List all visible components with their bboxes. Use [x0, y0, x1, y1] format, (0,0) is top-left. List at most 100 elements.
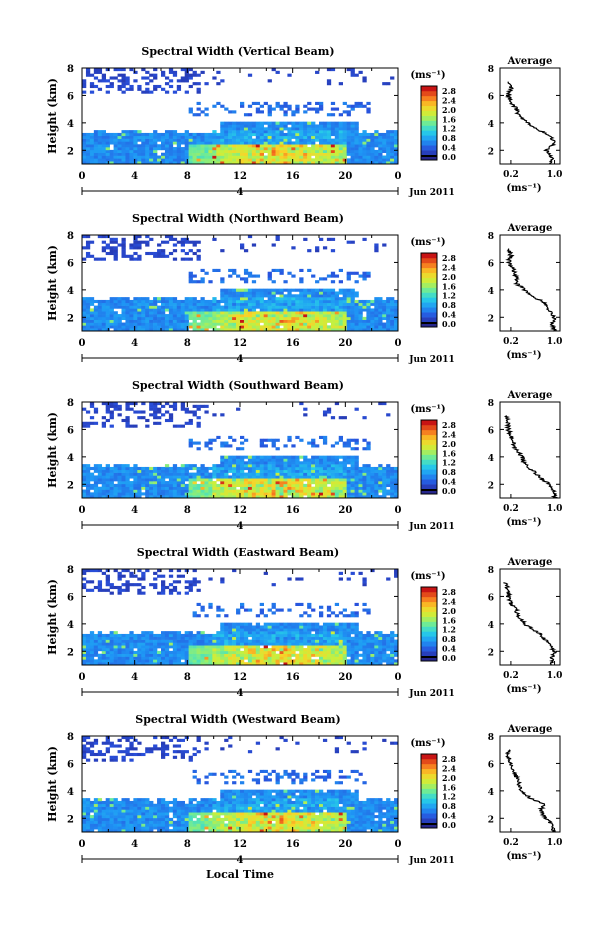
heatmap-cell — [180, 147, 185, 151]
heatmap-cell — [172, 475, 178, 479]
heatmap-cell — [346, 141, 351, 145]
heatmap-cell — [251, 144, 257, 148]
heatmap-cell — [180, 469, 185, 473]
heatmap-cell — [141, 478, 146, 482]
heatmap-cell — [350, 297, 355, 301]
heatmap-cell — [390, 158, 395, 162]
heatmap-cell — [378, 311, 383, 315]
heatmap-cell — [338, 158, 343, 162]
heatmap-cell — [362, 132, 367, 137]
heatmap-cell — [216, 138, 221, 142]
heatmap-cell — [350, 127, 355, 131]
heatmap-cell — [145, 325, 150, 329]
heatmap-cell — [330, 625, 336, 629]
heatmap-cell — [141, 325, 146, 329]
heatmap-cell — [85, 144, 91, 148]
heatmap-cell — [196, 636, 201, 640]
heatmap-cell — [113, 328, 118, 332]
heatmap-cell — [85, 424, 91, 428]
heatmap-cell — [212, 639, 217, 643]
heatmap-cell — [176, 574, 182, 578]
heatmap-cell — [236, 141, 241, 145]
heatmap-cell — [263, 614, 268, 618]
heatmap-cell — [137, 633, 142, 638]
heatmap-cell — [145, 319, 150, 323]
heatmap-cell — [109, 495, 114, 499]
heatmap-cell — [232, 648, 237, 652]
heatmap-cell — [243, 305, 249, 309]
heatmap-cell — [315, 466, 320, 471]
heatmap-cell — [382, 144, 387, 148]
heatmap-cell — [184, 492, 189, 496]
heatmap-cell — [224, 141, 229, 145]
heatmap-cell — [149, 251, 154, 256]
heatmap-cell — [232, 438, 237, 442]
heatmap-cell — [168, 144, 174, 148]
heatmap-cell — [121, 574, 126, 578]
heatmap-cell — [267, 455, 272, 459]
heatmap-cell — [243, 297, 249, 301]
heatmap-cell — [125, 322, 130, 326]
heatmap-cell — [251, 305, 257, 309]
heatmap-cell — [101, 130, 106, 134]
heatmap-cell — [101, 132, 106, 137]
heatmap-cell — [322, 410, 328, 414]
heatmap-cell — [129, 314, 134, 318]
heatmap-cell — [334, 322, 340, 326]
heatmap-cell — [228, 659, 233, 663]
heatmap-cell — [105, 314, 110, 318]
heatmap-cell — [204, 486, 209, 490]
heatmap-cell — [129, 144, 134, 148]
heatmap-cell — [259, 650, 264, 654]
heatmap-cell — [315, 642, 320, 646]
heatmap-cell — [216, 614, 221, 618]
heatmap-cell — [176, 633, 182, 638]
heatmap-cell — [200, 631, 205, 635]
heatmap-cell — [133, 492, 138, 496]
heatmap-cell — [291, 444, 296, 448]
heatmap-cell — [342, 149, 347, 153]
heatmap-cell — [192, 410, 197, 414]
heatmap-cell — [188, 495, 193, 499]
heatmap-cell — [295, 639, 300, 643]
heatmap-cell — [212, 297, 217, 301]
heatmap-cell — [303, 127, 308, 131]
heatmap-cell — [212, 130, 217, 134]
heatmap-cell — [236, 648, 241, 652]
heatmap-cell — [192, 489, 197, 493]
heatmap-cell — [176, 322, 182, 326]
heatmap-cell — [137, 299, 142, 304]
heatmap-cell — [247, 155, 253, 159]
heatmap-cell — [153, 416, 158, 420]
heatmap-cell — [236, 132, 241, 137]
heatmap-cell — [101, 662, 106, 666]
heatmap-cell — [180, 249, 185, 253]
heatmap-cell — [338, 308, 343, 312]
heatmap-cell — [299, 158, 304, 162]
heatmap-cell — [220, 645, 225, 649]
heatmap-cell — [204, 614, 209, 618]
heatmap-cell — [275, 481, 280, 485]
heatmap-cell — [287, 135, 292, 139]
heatmap-cell — [390, 314, 395, 318]
colorbar-segment — [421, 464, 437, 470]
heatmap-cell — [133, 311, 138, 315]
heatmap-cell — [378, 144, 383, 148]
heatmap-cell — [283, 472, 288, 476]
heatmap-cell — [172, 73, 178, 77]
heatmap-cell — [93, 569, 99, 573]
heatmap-cell — [275, 633, 280, 638]
heatmap-cell — [338, 662, 343, 666]
heatmap-cell — [208, 662, 213, 666]
heatmap-cell — [232, 121, 237, 125]
heatmap-cell — [346, 68, 351, 72]
heatmap-cell — [212, 76, 217, 80]
heatmap-cell — [342, 492, 347, 496]
heatmap-cell — [232, 299, 237, 304]
heatmap-cell — [145, 155, 150, 159]
heatmap-cell — [93, 464, 99, 468]
heatmap-cell — [251, 653, 257, 657]
heatmap-cell — [267, 478, 272, 482]
heatmap-cell — [101, 416, 106, 420]
